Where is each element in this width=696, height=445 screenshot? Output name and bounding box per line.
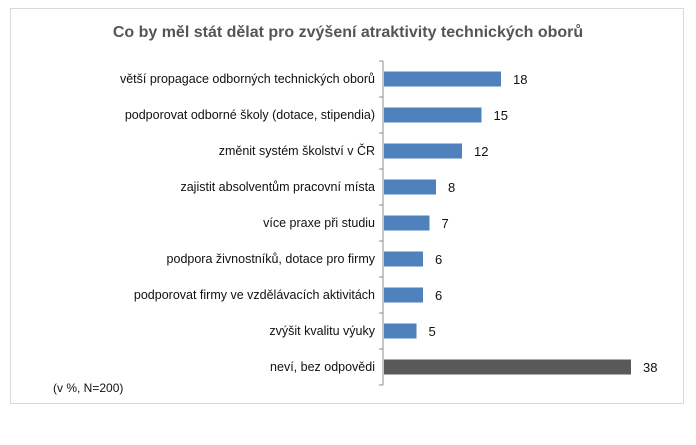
category-label: zajistit absolventům pracovní místa — [180, 180, 375, 194]
category-label: zvýšit kvalitu výuky — [269, 324, 375, 338]
bar — [384, 143, 462, 159]
data-label: 15 — [494, 108, 508, 123]
chart-note: (v %, N=200) — [53, 381, 124, 395]
category-label: změnit systém školství v ČR — [219, 143, 375, 158]
data-label: 6 — [435, 252, 442, 267]
bar — [384, 107, 482, 123]
bar — [384, 179, 436, 195]
data-label: 7 — [442, 216, 449, 231]
chart-title: Co by měl stát dělat pro zvýšení atrakti… — [112, 24, 584, 41]
bar — [384, 287, 423, 303]
category-label: podporovat firmy ve vzdělávacích aktivit… — [134, 288, 375, 302]
category-label: neví, bez odpovědi — [270, 360, 375, 374]
data-label: 8 — [448, 180, 455, 195]
category-label: větší propagace odborných technických ob… — [120, 72, 375, 86]
data-label: 38 — [643, 360, 657, 375]
data-label: 5 — [429, 324, 436, 339]
bar — [384, 359, 631, 375]
data-label: 18 — [513, 72, 527, 87]
chart-frame: Co by měl stát dělat pro zvýšení atrakti… — [10, 8, 684, 404]
bar-chart: větší propagace odborných technických ob… — [120, 60, 657, 386]
bar — [384, 251, 423, 267]
data-label: 6 — [435, 288, 442, 303]
data-label: 12 — [474, 144, 488, 159]
category-label: podpora živnostníků, dotace pro firmy — [167, 252, 376, 266]
category-label: podporovat odborné školy (dotace, stipen… — [125, 108, 375, 122]
bar — [384, 71, 501, 87]
bar — [384, 323, 417, 339]
category-label: více praxe při studiu — [263, 216, 375, 230]
bar — [384, 215, 430, 231]
